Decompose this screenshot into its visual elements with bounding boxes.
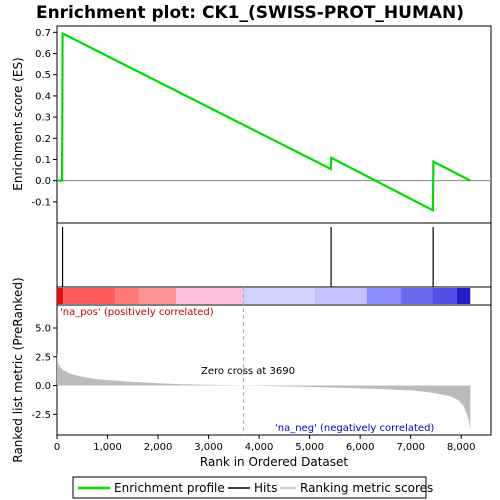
metric-y-tick-label: -2.5 [31,410,51,421]
gradient-segment [314,288,367,304]
neg-annotation: 'na_neg' (negatively correlated) [275,423,434,434]
gradient-segment [115,288,139,304]
es-panel: -0.1 0.0 0.1 0.2 0.3 0.4 0.5 0.6 0.7 Enrichment … [11,25,492,224]
x-tick-label: 4,000 [245,442,274,453]
legend-enrichment-label: Enrichment profile [114,481,225,495]
x-tick-label: 1,000 [93,442,122,453]
es-y-tick-label: 0.4 [35,91,51,102]
gradient-segment [456,288,471,304]
es-y-tick-label: 0.5 [35,70,51,81]
legend-hits-label: Hits [254,481,277,495]
metric-plot-frame [56,304,492,436]
es-y-tick-label: -0.1 [31,197,51,208]
gradient-segment [366,288,401,304]
zero-cross-annotation: Zero cross at 3690 [201,366,295,377]
metric-y-tick-label: 2.5 [35,352,51,363]
x-tick-label: 3,000 [194,442,223,453]
metric-panel: -2.5 0.0 2.5 5.0 'na_pos' (positively corre… [11,277,492,463]
x-axis: 0 1,000 2,000 3,000 4,000 5,000 6,000 7,000 8,00… [54,435,476,453]
gradient-segment [400,288,433,304]
pos-annotation: 'na_pos' (positively correlated) [60,307,214,318]
legend: Enrichment profile Hits Ranking metric s… [72,476,433,499]
x-tick-label: 6,000 [346,442,375,453]
x-tick-label: 2,000 [144,442,173,453]
es-plot-frame [56,25,492,224]
metric-y-tick-label: 0.0 [35,381,51,392]
metric-y-tick-label: 5.0 [35,324,51,335]
metric-y-axis-label: Ranked list metric (PreRanked) [11,277,25,462]
es-y-tick-label: 0.0 [35,176,51,187]
gradient-segment [243,288,315,304]
es-y-tick-label: 0.2 [35,134,51,145]
x-tick-label: 0 [54,442,60,453]
es-y-tick-label: 0.3 [35,113,51,124]
gradient-segment [63,288,116,304]
legend-metric-label: Ranking metric scores [300,481,433,495]
gradient-segment [176,288,244,304]
es-y-tick-label: 0.1 [35,155,51,166]
x-axis-label: Rank in Ordered Dataset [200,455,348,469]
gradient-bar-panel [56,286,492,306]
enrichment-profile-line [57,31,471,213]
x-tick-label: 8,000 [447,442,476,453]
es-y-tick-label: 0.6 [35,49,51,60]
es-y-tick-label: 0.7 [35,28,51,39]
x-tick-label: 7,000 [396,442,425,453]
es-y-axis-label: Enrichment score (ES) [11,57,25,190]
hits-frame [56,222,492,288]
hits-panel [56,222,492,288]
gradient-segment [57,288,64,304]
gradient-segment [138,288,177,304]
gradient-segment [432,288,457,304]
x-tick-label: 5,000 [295,442,324,453]
chart-title: Enrichment plot: CK1_(SWISS-PROT_HUMAN) [36,3,464,23]
